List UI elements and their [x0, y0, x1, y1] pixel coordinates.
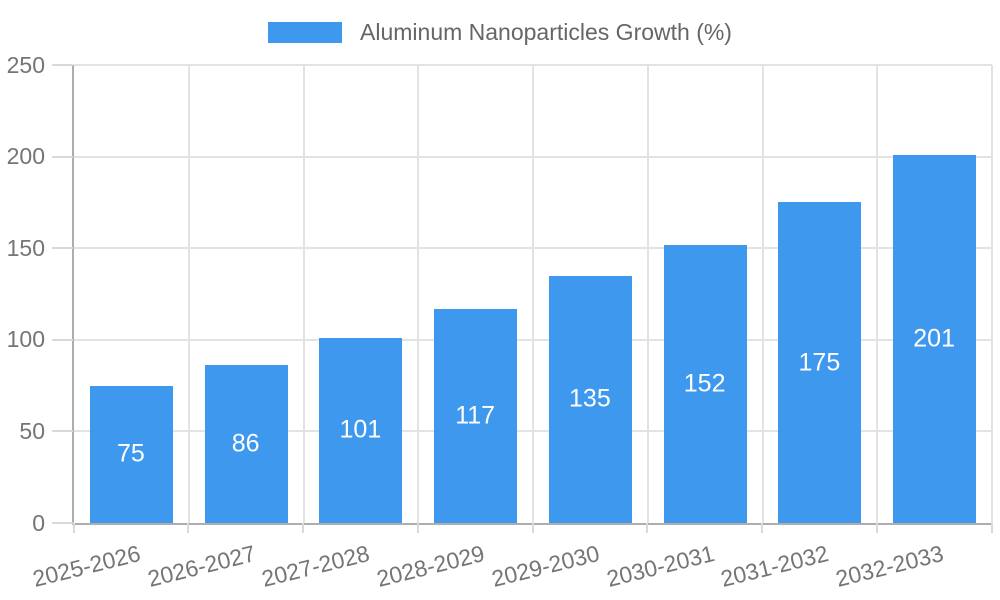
legend-color-swatch — [268, 21, 343, 43]
bar[interactable] — [778, 202, 862, 523]
bar-value-label: 201 — [913, 324, 955, 353]
v-gridline — [187, 65, 190, 523]
y-tick-label: 0 — [32, 509, 45, 536]
y-tick-label: 150 — [6, 234, 45, 261]
bar-value-label: 75 — [116, 439, 145, 468]
x-axis-tick — [875, 523, 878, 533]
y-tick-label: 250 — [6, 51, 45, 78]
bar-value-label: 117 — [455, 401, 496, 430]
x-axis-tick — [187, 523, 190, 533]
x-axis-tick — [302, 523, 304, 533]
bar[interactable] — [89, 385, 173, 523]
bar[interactable] — [319, 337, 403, 523]
x-axis-tick — [761, 523, 763, 533]
v-gridline — [991, 65, 993, 523]
bar-value-label: 86 — [231, 429, 260, 458]
y-axis-tick — [52, 430, 73, 433]
bar[interactable] — [548, 275, 632, 523]
y-tick-label: 200 — [6, 143, 45, 170]
y-axis-tick — [52, 522, 73, 524]
bar-value-label: 101 — [339, 415, 382, 444]
y-axis-tick — [52, 247, 73, 250]
v-gridline — [302, 65, 305, 523]
bar[interactable] — [893, 154, 977, 523]
x-axis-tick — [72, 523, 75, 533]
y-axis-tick — [52, 64, 73, 66]
y-axis-tick — [52, 155, 73, 158]
bar-value-label: 175 — [798, 348, 841, 377]
x-axis-tick — [646, 523, 649, 533]
bar[interactable] — [204, 365, 288, 523]
legend-label: Aluminum Nanoparticles Growth (%) — [360, 19, 732, 45]
v-gridline — [417, 65, 420, 523]
v-gridline — [532, 65, 534, 523]
v-gridline — [876, 65, 879, 523]
plot-area — [72, 64, 993, 525]
bar-value-label: 135 — [569, 384, 611, 413]
chart-legend[interactable]: Aluminum Nanoparticles Growth (%) — [0, 18, 1000, 46]
x-axis-tick — [416, 523, 419, 533]
v-gridline — [646, 65, 649, 523]
x-axis-tick — [990, 523, 993, 533]
bar[interactable] — [434, 308, 518, 523]
v-gridline — [761, 65, 764, 523]
bar[interactable] — [663, 244, 747, 523]
y-axis-tick — [52, 338, 73, 341]
y-tick-label: 100 — [6, 326, 45, 353]
bar-value-label: 152 — [683, 369, 726, 398]
y-tick-label: 50 — [19, 417, 45, 444]
x-axis-tick — [531, 523, 534, 533]
